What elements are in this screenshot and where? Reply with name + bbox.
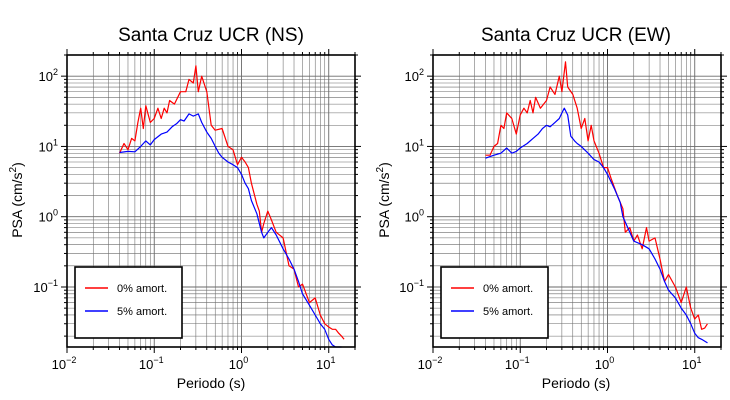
left-series-damping-5-line bbox=[119, 113, 342, 348]
right-x-tick-label: 10−1 bbox=[505, 355, 530, 372]
right-chart-title: Santa Cruz UCR (EW) bbox=[481, 25, 671, 46]
right-x-tick-label-base: 10 bbox=[682, 357, 696, 372]
left-y-tick-label: 10−1 bbox=[33, 278, 58, 295]
right-y-axis-label: PSA (cm/s2) bbox=[375, 162, 392, 238]
right-x-tick-label: 100 bbox=[595, 355, 614, 372]
left-y-axis-label-text: PSA (cm/s2) bbox=[8, 162, 25, 238]
left-legend-label-damping-5: 5% amort. bbox=[117, 306, 167, 318]
right-x-tick-label-exp: −1 bbox=[519, 355, 529, 365]
left-x-tick-label-exp: −1 bbox=[153, 355, 163, 365]
right-series-damping-5-line bbox=[485, 107, 708, 344]
right-legend-label-damping-5: 5% amort. bbox=[483, 306, 533, 318]
left-y-tick-label-exp: 1 bbox=[53, 137, 58, 147]
right-x-tick-label-exp: 1 bbox=[696, 355, 701, 365]
right-x-tick-label: 10−2 bbox=[418, 355, 443, 372]
left-y-axis-label-end: ) bbox=[9, 162, 25, 167]
left-panel: Santa Cruz UCR (NS) Periodo (s) PSA (cm/… bbox=[8, 25, 361, 391]
right-y-tick-label-base: 10 bbox=[405, 69, 419, 84]
left-series-group bbox=[118, 65, 345, 348]
right-x-tick-label-exp: 0 bbox=[609, 355, 614, 365]
left-legend-label-damping-0: 0% amort. bbox=[117, 283, 167, 295]
right-legend: 0% amort. 5% amort. bbox=[440, 266, 549, 339]
left-y-axis-label: PSA (cm/s2) bbox=[8, 162, 25, 238]
right-y-tick-label-base: 10 bbox=[405, 139, 419, 154]
right-y-tick-label-base: 10 bbox=[405, 210, 419, 225]
left-x-tick-label: 101 bbox=[316, 355, 335, 372]
left-x-tick-label-base: 10 bbox=[52, 357, 66, 372]
right-y-tick-label: 10−1 bbox=[399, 278, 424, 295]
right-y-tick-label-base: 10 bbox=[399, 280, 413, 295]
left-y-tick-label-base: 10 bbox=[39, 139, 53, 154]
right-legend-label-damping-0: 0% amort. bbox=[483, 283, 533, 295]
left-x-tick-label-base: 10 bbox=[229, 357, 243, 372]
left-y-tick-label-base: 10 bbox=[39, 69, 53, 84]
right-panel: Santa Cruz UCR (EW) Periodo (s) PSA (cm/… bbox=[375, 25, 727, 391]
right-y-tick-label-exp: 0 bbox=[419, 208, 424, 218]
left-legend: 0% amort. 5% amort. bbox=[74, 266, 183, 339]
right-y-tick-label-exp: 2 bbox=[419, 67, 424, 77]
left-x-tick-label-base: 10 bbox=[316, 357, 330, 372]
left-x-tick-label: 10−1 bbox=[139, 355, 164, 372]
right-series-group bbox=[485, 61, 709, 344]
left-y-tick-label-exp: 0 bbox=[53, 208, 58, 218]
left-y-tick-label-base: 10 bbox=[33, 280, 47, 295]
right-x-tick-label: 101 bbox=[682, 355, 701, 372]
right-y-tick-label: 100 bbox=[405, 208, 424, 225]
left-x-tick-label-exp: 0 bbox=[243, 355, 248, 365]
right-y-tick-label: 102 bbox=[405, 67, 424, 84]
right-plot-frame bbox=[432, 54, 722, 348]
right-x-axis-label: Periodo (s) bbox=[542, 375, 610, 391]
left-x-tick-label: 10−2 bbox=[52, 355, 77, 372]
right-y-axis-label-sup: 2 bbox=[375, 166, 386, 172]
left-y-tick-label: 100 bbox=[39, 208, 58, 225]
left-y-tick-label: 101 bbox=[39, 137, 58, 154]
right-series-damping-0-line bbox=[485, 61, 709, 330]
left-y-tick-label-exp: −1 bbox=[48, 278, 58, 288]
right-x-tick-label-base: 10 bbox=[505, 357, 519, 372]
left-series-damping-0-line bbox=[118, 65, 345, 340]
right-legend-box bbox=[440, 266, 549, 339]
left-plot-frame bbox=[66, 54, 356, 348]
left-y-axis-label-main: PSA (cm/s bbox=[9, 172, 25, 237]
left-x-tick-label-exp: −2 bbox=[66, 355, 76, 365]
right-y-axis-label-text: PSA (cm/s2) bbox=[375, 162, 392, 238]
left-y-tick-label: 102 bbox=[39, 67, 58, 84]
right-x-tick-label-base: 10 bbox=[418, 357, 432, 372]
right-ticks bbox=[427, 49, 727, 353]
right-y-tick-label: 101 bbox=[405, 137, 424, 154]
left-y-axis-label-sup: 2 bbox=[8, 166, 19, 172]
left-legend-box bbox=[74, 266, 183, 339]
left-x-axis-label: Periodo (s) bbox=[177, 375, 245, 391]
right-x-tick-label-exp: −2 bbox=[432, 355, 442, 365]
left-x-tick-label-base: 10 bbox=[139, 357, 153, 372]
left-y-tick-label-base: 10 bbox=[39, 210, 53, 225]
right-y-tick-label-exp: 1 bbox=[419, 137, 424, 147]
right-y-axis-label-end: ) bbox=[376, 162, 392, 167]
right-y-tick-label-exp: −1 bbox=[414, 278, 424, 288]
right-x-tick-label-base: 10 bbox=[595, 357, 609, 372]
left-x-tick-label: 100 bbox=[229, 355, 248, 372]
right-y-axis-label-main: PSA (cm/s bbox=[376, 172, 392, 237]
left-x-tick-label-exp: 1 bbox=[330, 355, 335, 365]
left-y-tick-label-exp: 2 bbox=[53, 67, 58, 77]
left-chart-title: Santa Cruz UCR (NS) bbox=[118, 25, 304, 46]
